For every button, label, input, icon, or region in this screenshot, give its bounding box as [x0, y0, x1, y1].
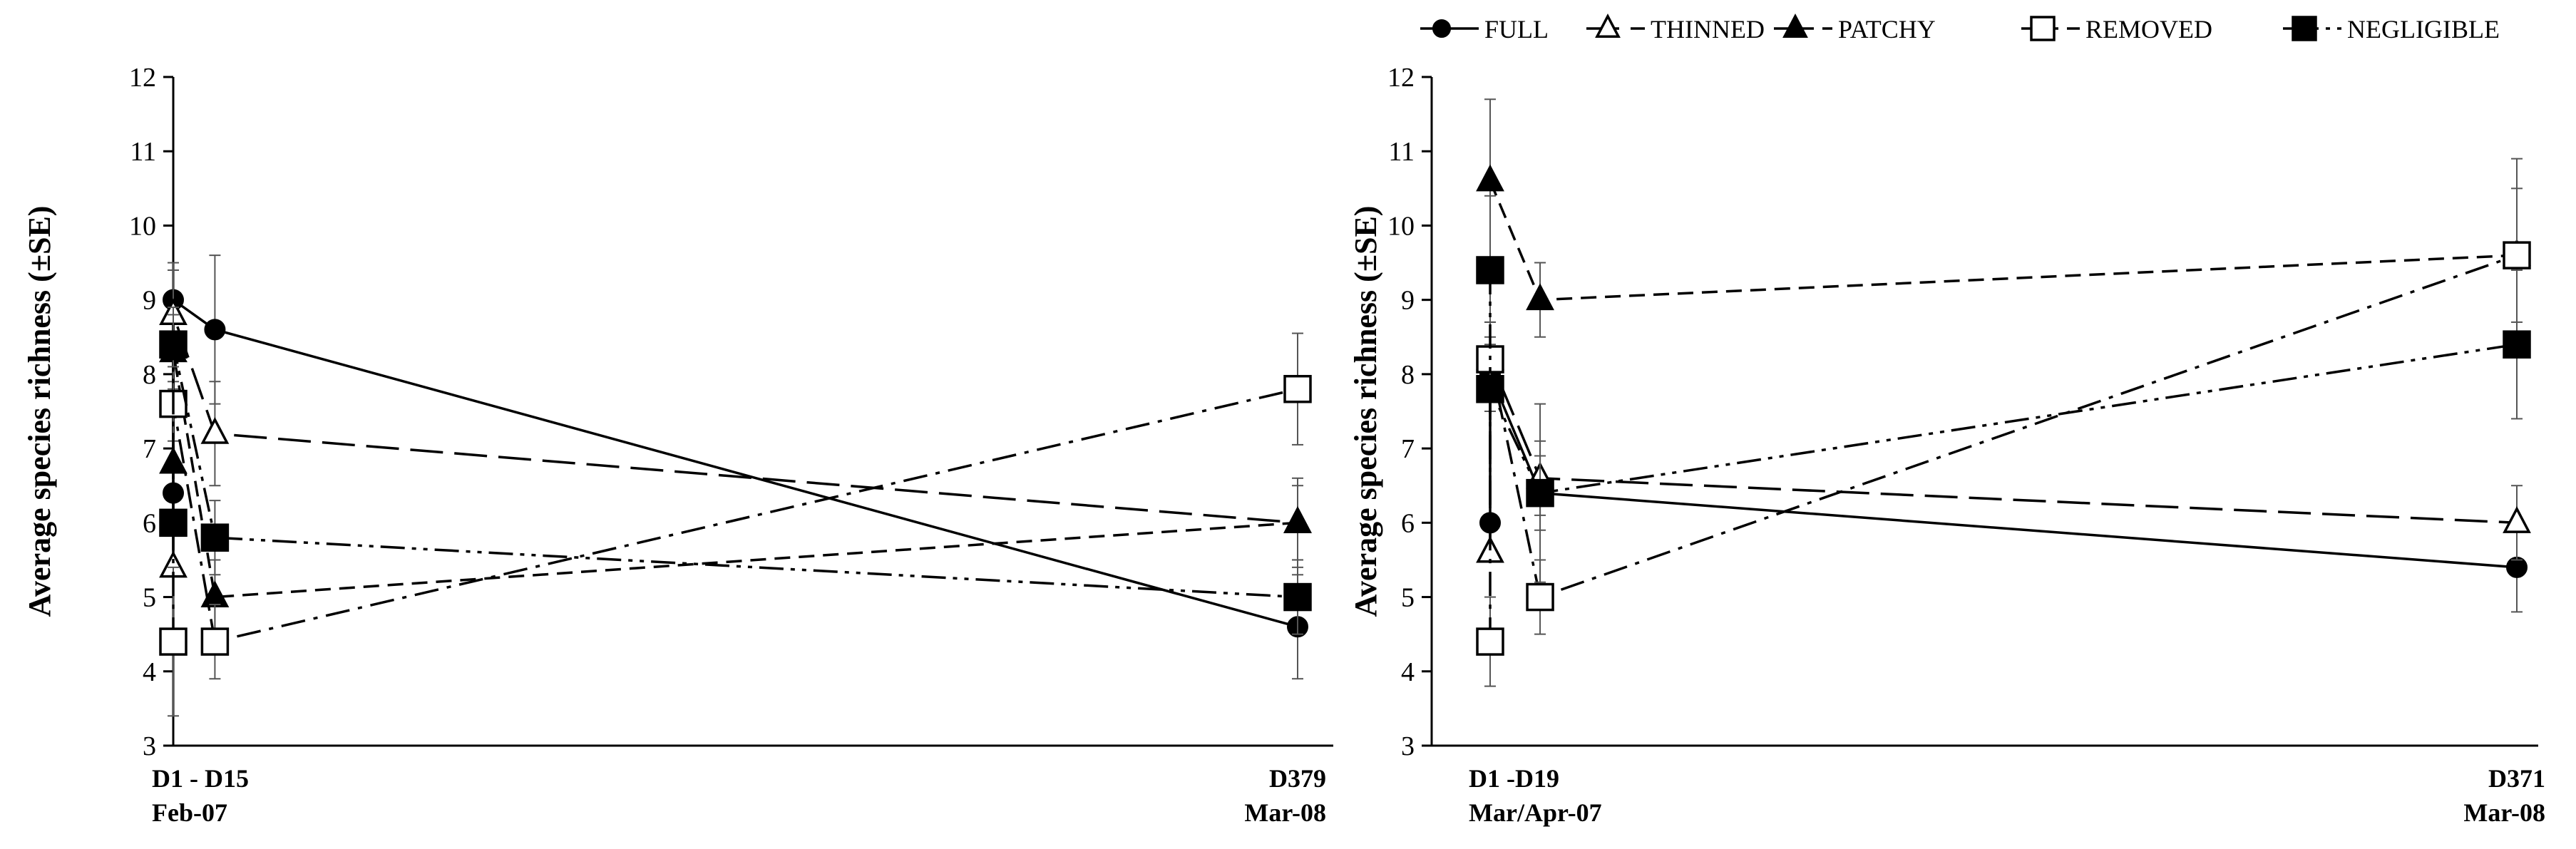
legend-label: THINNED: [1651, 15, 1765, 43]
legend-item-full: FULL: [1420, 15, 1549, 43]
legend-marker: [1595, 13, 1621, 38]
legend-item-patchy: PATCHY: [1774, 13, 1936, 43]
data-point: [2503, 330, 2531, 359]
y-tick-label: 7: [1401, 434, 1415, 464]
y-tick-label: 8: [1401, 360, 1415, 390]
data-point: [200, 416, 230, 444]
legend-marker: [1782, 13, 1808, 38]
data-point: [204, 319, 226, 341]
series-line: [172, 344, 1298, 599]
data-point: [200, 523, 230, 552]
data-point: [1476, 374, 1504, 403]
data-point: [1283, 506, 1312, 533]
x-tick-sublabel: Feb-07: [152, 798, 227, 827]
series-negligible: [1476, 195, 2531, 583]
legend-item-negligible: NEGLIGIBLE: [2283, 15, 2500, 43]
legend-marker: [2292, 16, 2317, 41]
data-point: [1476, 627, 1504, 656]
y-tick-label: 4: [1401, 657, 1415, 687]
y-tick-label: 12: [129, 63, 156, 93]
y-tick-label: 5: [1401, 583, 1415, 613]
x-tick-label: D1 - D15: [152, 764, 249, 793]
y-tick-label: 3: [1401, 731, 1415, 761]
series-negligible: [159, 307, 1312, 635]
data-point: [1476, 256, 1504, 284]
series-line: [1489, 269, 2518, 495]
x-tick-label: D1 -D19: [1469, 764, 1559, 793]
data-point: [200, 627, 230, 656]
series-line: [1489, 254, 2518, 642]
y-tick-label: 10: [1387, 211, 1415, 241]
legend-label: PATCHY: [1838, 15, 1936, 43]
legend-label: REMOVED: [2085, 15, 2212, 43]
legend-marker: [2030, 16, 2056, 41]
data-point: [1283, 374, 1312, 403]
data-point: [1526, 582, 1554, 612]
data-point: [159, 508, 188, 537]
y-tick-label: 4: [143, 657, 156, 687]
y-tick-label: 11: [1388, 137, 1415, 167]
data-point: [2503, 241, 2531, 269]
legend-label: FULL: [1484, 15, 1549, 43]
x-tick-label: D379: [1269, 764, 1326, 793]
series-line: [172, 314, 1298, 567]
data-point: [1476, 164, 1504, 192]
y-tick-label: 10: [129, 211, 156, 241]
data-point: [1526, 478, 1554, 508]
legend-marker: [1432, 19, 1451, 38]
y-axis-label: Average species richness (±SE): [22, 206, 57, 617]
panel-right: 3 4 5 6 7 8 9 10 11 12 Average species richness (±…: [1348, 63, 2545, 827]
y-tick-label: 5: [143, 583, 156, 613]
y-tick-label: 9: [143, 286, 156, 316]
legend: FULL THINNED PATCHY REMOVED NEGLIGIBLE: [1420, 13, 2500, 43]
data-point: [1526, 283, 1554, 311]
y-axis-label: Average species richness (±SE): [1348, 206, 1383, 617]
series-removed: [159, 332, 1312, 717]
x-tick-sublabel: Mar-08: [2463, 798, 2545, 827]
panel-left: 3 4 5 6 7 8 9 10 11 12 Average species richness (±…: [22, 63, 1333, 827]
data-point: [2503, 506, 2531, 533]
data-point: [159, 330, 188, 359]
y-tick-label: 6: [1401, 508, 1415, 538]
x-tick-sublabel: Mar-08: [1244, 798, 1326, 827]
legend-label: NEGLIGIBLE: [2347, 15, 2500, 43]
y-tick-label: 11: [130, 137, 156, 167]
y-tick-label: 12: [1387, 63, 1415, 93]
y-tick-label: 6: [143, 508, 156, 538]
data-point: [159, 627, 188, 656]
legend-item-thinned: THINNED: [1586, 13, 1765, 43]
data-point: [1283, 582, 1312, 612]
x-tick-label: D371: [2488, 764, 2545, 793]
y-tick-label: 7: [143, 434, 156, 464]
y-tick-label: 8: [143, 360, 156, 390]
x-tick-sublabel: Mar/Apr-07: [1469, 798, 1602, 827]
y-tick-label: 9: [1401, 286, 1415, 316]
y-tick-label: 3: [143, 731, 156, 761]
legend-item-removed: REMOVED: [2021, 15, 2212, 43]
